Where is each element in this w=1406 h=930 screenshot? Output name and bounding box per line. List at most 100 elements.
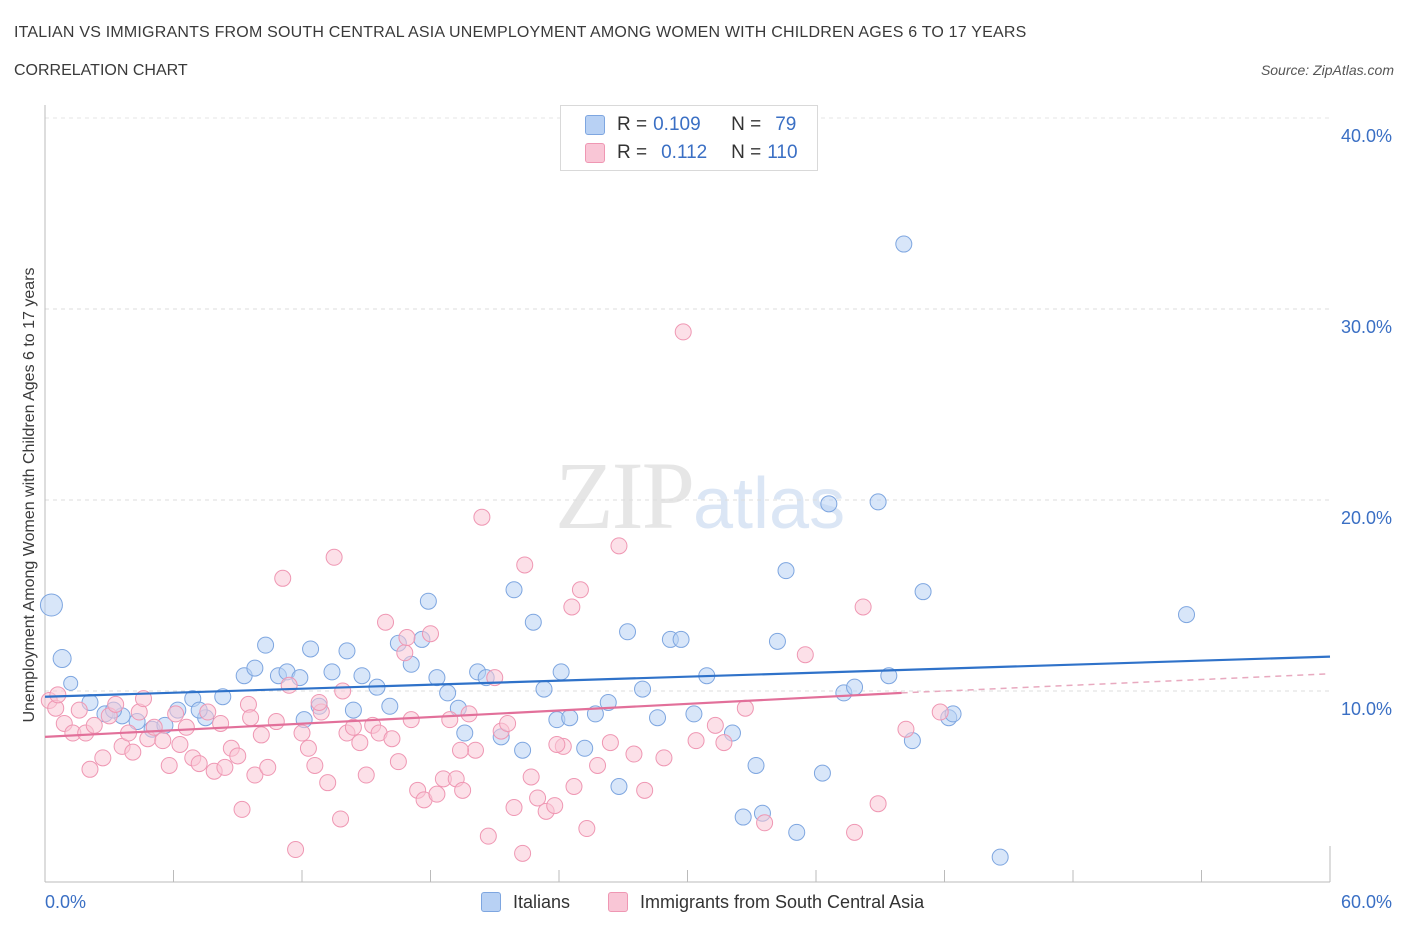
immigrant-point	[563, 598, 581, 616]
immigrant-point	[529, 789, 547, 807]
italians-point	[552, 663, 570, 681]
immigrant-point	[325, 548, 343, 566]
legend-italians-label: Italians	[513, 891, 571, 912]
grid-lines	[45, 117, 1330, 692]
italians-point	[846, 678, 864, 696]
italians-point	[338, 642, 356, 660]
immigrant-point	[351, 734, 369, 752]
immigrant-point	[625, 745, 643, 763]
immigrant-point	[565, 778, 583, 795]
legend-row-immigrants: R = 0.112 N = 110	[585, 141, 798, 165]
immigrant-point	[396, 644, 414, 662]
italians-point	[246, 659, 264, 677]
immigrant-point	[505, 799, 523, 817]
legend-item-immigrants: Immigrants from South Central Asia	[608, 888, 924, 916]
italians-point	[734, 808, 752, 826]
immigrant-point	[107, 695, 125, 713]
chart-subtitle: CORRELATION CHART	[14, 62, 188, 79]
immigrant-point	[636, 781, 654, 799]
italians-point	[619, 623, 637, 641]
immigrant-point	[49, 686, 67, 704]
italians-point	[813, 764, 831, 782]
n-label: N =	[731, 142, 762, 163]
immigrant-point	[177, 718, 195, 736]
immigrant-point	[124, 743, 142, 761]
italians-point	[535, 680, 553, 698]
italians-point	[214, 688, 232, 706]
italians-point	[777, 562, 795, 580]
immigrant-point	[319, 774, 337, 792]
immigrant-point	[199, 703, 217, 721]
immigrant-point	[931, 703, 949, 721]
immigrant-point	[846, 823, 864, 841]
italians-point	[768, 632, 786, 650]
italians-point	[634, 680, 652, 698]
series-legend: Italians Immigrants from South Central A…	[0, 888, 1406, 916]
immigrant-point	[674, 323, 692, 341]
immigrant-point	[548, 735, 566, 753]
italians-point	[257, 636, 275, 654]
italians-point	[685, 705, 703, 723]
italians-point	[505, 581, 523, 599]
correlation-legend: R = 0.109 N = 79 R = 0.112 N = 110	[560, 105, 818, 171]
axes	[44, 105, 1331, 883]
immigrant-point	[655, 749, 673, 767]
immigrant-point	[246, 766, 264, 784]
italians-point	[991, 848, 1009, 866]
immigrants-legend-swatch	[608, 892, 628, 912]
immigrant-point	[473, 508, 491, 526]
r-value: 0.112	[661, 142, 708, 163]
immigrant-point	[306, 756, 324, 774]
immigrant-point	[332, 810, 350, 828]
y-tick-label: 30.0%	[1341, 317, 1392, 337]
y-tick-label: 40.0%	[1341, 126, 1392, 146]
italians-legend-swatch	[481, 892, 501, 912]
immigrant-point	[422, 625, 439, 643]
x-tick-label-left: 0.0%	[45, 892, 86, 912]
immigrants-trend-line	[44, 691, 902, 738]
italians-point	[39, 593, 63, 617]
immigrant-point	[451, 741, 469, 759]
tick-labels: 10.0% 20.0% 30.0% 40.0% 0.0% 60.0%	[45, 126, 1392, 912]
y-tick-label: 10.0%	[1341, 699, 1392, 719]
italians-point	[419, 592, 437, 610]
immigrant-point	[190, 755, 208, 773]
immigrant-point	[357, 766, 375, 784]
watermark-atlas: atlas	[693, 464, 846, 544]
italians-point	[323, 663, 341, 681]
immigrant-point	[715, 734, 733, 752]
italians-point	[895, 235, 913, 253]
x-tick-label-right: 60.0%	[1341, 892, 1392, 912]
immigrant-point	[546, 797, 564, 815]
immigrant-point	[687, 732, 705, 750]
immigrant-point	[578, 820, 596, 838]
italians-point	[672, 630, 690, 648]
immigrant-point	[499, 714, 517, 732]
immigrant-point	[402, 711, 420, 729]
italians-point	[428, 669, 446, 687]
chart-title: ITALIAN VS IMMIGRANTS FROM SOUTH CENTRAL…	[14, 24, 1027, 41]
immigrant-point	[287, 841, 305, 859]
immigrant-point	[242, 709, 260, 727]
immigrant-point	[454, 781, 472, 799]
immigrant-point	[334, 682, 352, 700]
immigrant-point	[252, 726, 270, 744]
italians-point	[456, 724, 474, 742]
y-axis-label: Unemployment Among Women with Children A…	[21, 267, 38, 723]
immigrant-point	[736, 699, 754, 717]
legend-row-italians: R = 0.109 N = 79	[585, 113, 796, 137]
immigrant-point	[280, 676, 298, 694]
italians-point	[610, 778, 628, 795]
immigrant-point	[522, 768, 540, 786]
watermark-zip: ZIP	[555, 442, 695, 549]
italians-point	[880, 667, 898, 685]
immigrant-point	[85, 716, 103, 734]
italians-swatch	[585, 115, 605, 135]
italians-point	[576, 739, 594, 757]
n-label: N =	[731, 114, 762, 135]
r-label: R =	[617, 114, 648, 135]
italians-point	[439, 684, 457, 702]
immigrant-point	[229, 747, 247, 765]
n-value: 110	[767, 142, 798, 163]
immigrant-point	[854, 598, 872, 616]
